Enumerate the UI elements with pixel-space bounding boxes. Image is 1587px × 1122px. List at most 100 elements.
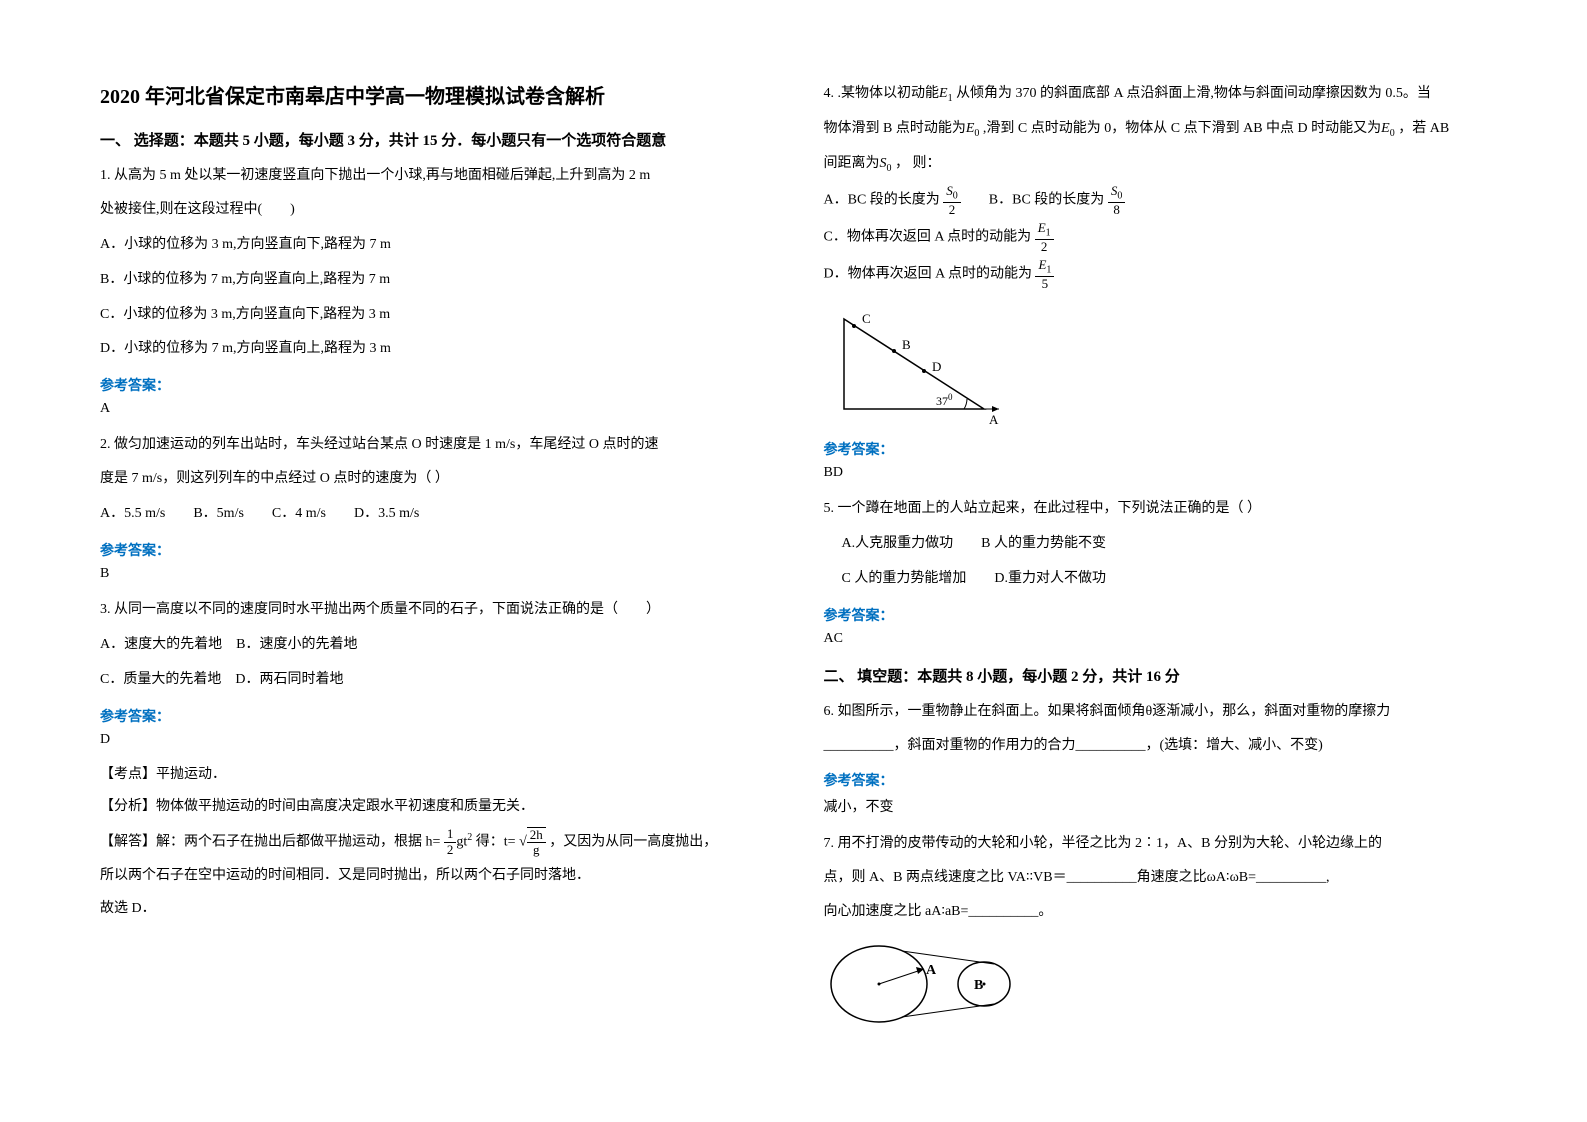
section2-head: 二、 填空题：本题共 8 小题，每小题 2 分，共计 16 分 (824, 665, 1488, 686)
q7-text1: 7. 用不打滑的皮带传动的大轮和小轮，半径之比为 2∶1，A、B 分别为大轮、小… (824, 830, 1488, 858)
q4-C-num-sub: 1 (1046, 228, 1051, 239)
q7-text3: 向心加速度之比 aA∶aB=__________。 (824, 898, 1488, 926)
q3-frac1-after: gt (456, 834, 467, 849)
q3-answer-label: 参考答案： (100, 706, 764, 726)
q2-answer-label: 参考答案： (100, 540, 764, 560)
q4-D-num: E1 (1035, 258, 1054, 277)
q4-A-num: S0 (943, 184, 961, 203)
q4-optD-row: D．物体再次返回 A 点时的动能为 E1 5 (824, 258, 1488, 291)
q3-squared: 2 (467, 832, 472, 843)
q1-optA: A．小球的位移为 3 m,方向竖直向下,路程为 7 m (100, 230, 764, 261)
q4-B-frac: S0 8 (1108, 184, 1126, 217)
q4-A-den: 2 (943, 203, 961, 217)
q4-text1b: 从倾角为 370 的斜面底部 A 点沿斜面上滑,物体与斜面间动摩擦因数为 0.5… (956, 86, 1431, 101)
q4-text3b: ， 则： (895, 156, 941, 171)
q4-B-pre: B．BC 段的长度为 (989, 193, 1105, 208)
q4-A-frac: S0 2 (943, 184, 961, 217)
q4-E0b-sub: 0 (1390, 128, 1395, 139)
q3-jieda1: 【解答】解：两个石子在抛出后都做平抛运动，根据 h= (100, 834, 440, 849)
q6-answer-label: 参考答案： (824, 770, 1488, 790)
q1-optB: B．小球的位移为 7 m,方向竖直向上,路程为 7 m (100, 265, 764, 296)
q3-jieda3: ，又因为从同一高度抛出， (549, 834, 717, 849)
q3-optAB: A．速度大的先着地 B．速度小的先着地 (100, 630, 764, 661)
q4-D-pre: D．物体再次返回 A 点时的动能为 (824, 267, 1032, 282)
q7-text2: 点，则 A、B 两点线速度之比 VA∶∶VB＝__________角速度之比ωA… (824, 864, 1488, 892)
q3-answer: D (100, 732, 764, 748)
q4-B-num-sub: 0 (1117, 191, 1122, 202)
q4-C-num-sym: E (1038, 220, 1046, 235)
q3-frac1-den: 2 (444, 843, 457, 857)
left-column: 2020 年河北省保定市南皋店中学高一物理模拟试卷含解析 一、 选择题：本题共 … (100, 80, 764, 1042)
q4-E0b: E (1381, 121, 1390, 136)
q4-line3: 间距离为S0 ， 则： (824, 150, 1488, 179)
q2-text1: 2. 做匀加速运动的列车出站时，车头经过站台某点 O 时速度是 1 m/s，车尾… (100, 431, 764, 459)
q3-sqrt: √ (519, 834, 527, 849)
q4-label-angle: 370 (936, 392, 953, 408)
q6-text1: 6. 如图所示，一重物静止在斜面上。如果将斜面倾角θ逐渐减小，那么，斜面对重物的… (824, 698, 1488, 726)
q4-A-num-sub: 0 (953, 191, 958, 202)
q4-C-den: 2 (1035, 240, 1054, 254)
q3-frac2-den: g (527, 843, 546, 857)
q3-jieda-line1: 【解答】解：两个石子在抛出后都做平抛运动，根据 h= 1 2 gt2 得：t= … (100, 827, 764, 858)
q5-text: 5. 一个蹲在地面上的人站立起来，在此过程中，下列说法正确的是（ ） (824, 495, 1488, 523)
q1-answer-label: 参考答案： (100, 375, 764, 395)
q4-E0a-sub: 0 (974, 128, 979, 139)
q3-kaodian: 【考点】平抛运动． (100, 762, 764, 789)
q3-frac2-num: 2h (527, 828, 546, 843)
q4-C-pre: C．物体再次返回 A 点时的动能为 (824, 230, 1032, 245)
q1-text1: 1. 从高为 5 m 处以某一初速度竖直向下抛出一个小球,再与地面相碰后弹起,上… (100, 162, 764, 190)
q1-text2: 处被接住,则在这段过程中( ) (100, 196, 764, 224)
q4-line2: 物体滑到 B 点时动能为E0 ,滑到 C 点时动能为 0，物体从 C 点下滑到 … (824, 115, 1488, 144)
q4-answer-label: 参考答案： (824, 439, 1488, 459)
q4-S0: S (880, 156, 887, 171)
q3-optCD: C．质量大的先着地 D．两石同时着地 (100, 665, 764, 696)
q3-text: 3. 从同一高度以不同的速度同时水平抛出两个质量不同的石子，下面说法正确的是（ … (100, 596, 764, 624)
q2-answer: B (100, 566, 764, 582)
q6-text2: __________，斜面对重物的作用力的合力__________，(选填：增大… (824, 732, 1488, 760)
q3-frac2: 2h g (527, 827, 546, 858)
q4-text1: 4. .某物体以初动能 (824, 86, 940, 101)
q5-answer-label: 参考答案： (824, 605, 1488, 625)
q3-jieda4: 所以两个石子在空中运动的时间相同．又是同时抛出，所以两个石子同时落地． (100, 863, 764, 890)
q4-D-num-sub: 1 (1046, 265, 1051, 276)
q4-label-B: B (902, 337, 911, 352)
q4-C-frac: E1 2 (1035, 221, 1054, 254)
q3-frac1-num: 1 (444, 827, 457, 842)
q4-D-den: 5 (1035, 277, 1054, 291)
q6-answer: 减小，不变 (824, 796, 1488, 816)
q7-diagram: A B (824, 934, 1044, 1034)
q4-label-A: A (989, 412, 999, 427)
q1-answer: A (100, 401, 764, 417)
q4-line1: 4. .某物体以初动能E1 从倾角为 370 的斜面底部 A 点沿斜面上滑,物体… (824, 80, 1488, 109)
q4-E1: E (939, 86, 948, 101)
q7-label-B: B (974, 978, 983, 993)
q2-text2: 度是 7 m/s，则这列列车的中点经过 O 点时的速度为（ ） (100, 465, 764, 493)
q4-B-num: S0 (1108, 184, 1126, 203)
q2-opts: A．5.5 m/s B．5m/s C．4 m/s D．3.5 m/s (100, 499, 764, 530)
q3-fenxi: 【分析】物体做平抛运动的时间由高度决定跟水平初速度和质量无关． (100, 794, 764, 821)
q4-label-D: D (932, 359, 941, 374)
q4-C-num: E1 (1035, 221, 1054, 240)
q1-optC: C．小球的位移为 3 m,方向竖直向下,路程为 3 m (100, 300, 764, 331)
q3-frac1: 1 2 (444, 827, 457, 857)
q4-text2b: ,滑到 C 点时动能为 0，物体从 C 点下滑到 AB 中点 D 时动能又为 (983, 121, 1381, 136)
q5-optCD: C 人的重力势能增加 D.重力对人不做功 (824, 564, 1488, 595)
q4-text3: 间距离为 (824, 156, 880, 171)
page-title: 2020 年河北省保定市南皋店中学高一物理模拟试卷含解析 (100, 80, 764, 109)
q3-jieda2: 得：t= (476, 834, 516, 849)
q4-S0-sub: 0 (887, 162, 892, 173)
q4-A-pre: A．BC 段的长度为 (824, 193, 940, 208)
q4-label-C: C (862, 311, 871, 326)
q4-D-frac: E1 5 (1035, 258, 1054, 291)
q4-B-den: 8 (1108, 203, 1126, 217)
q4-text2a: 物体滑到 B 点时动能为 (824, 121, 966, 136)
q5-answer: AC (824, 631, 1488, 647)
q4-text2c: ，若 AB (1398, 121, 1449, 136)
q1-optD: D．小球的位移为 7 m,方向竖直向上,路程为 3 m (100, 334, 764, 365)
q3-jieda5: 故选 D． (100, 896, 764, 923)
q7-label-A: A (926, 963, 937, 978)
q4-optC-row: C．物体再次返回 A 点时的动能为 E1 2 (824, 221, 1488, 254)
q4-E1-sub: 1 (948, 93, 953, 104)
right-column: 4. .某物体以初动能E1 从倾角为 370 的斜面底部 A 点沿斜面上滑,物体… (824, 80, 1488, 1042)
section1-head: 一、 选择题：本题共 5 小题，每小题 3 分，共计 15 分．每小题只有一个选… (100, 129, 764, 150)
